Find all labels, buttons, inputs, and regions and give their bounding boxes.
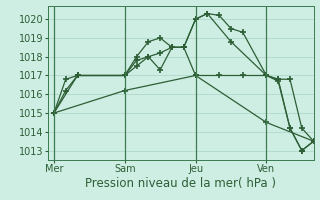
X-axis label: Pression niveau de la mer( hPa ): Pression niveau de la mer( hPa ) [85,177,276,190]
